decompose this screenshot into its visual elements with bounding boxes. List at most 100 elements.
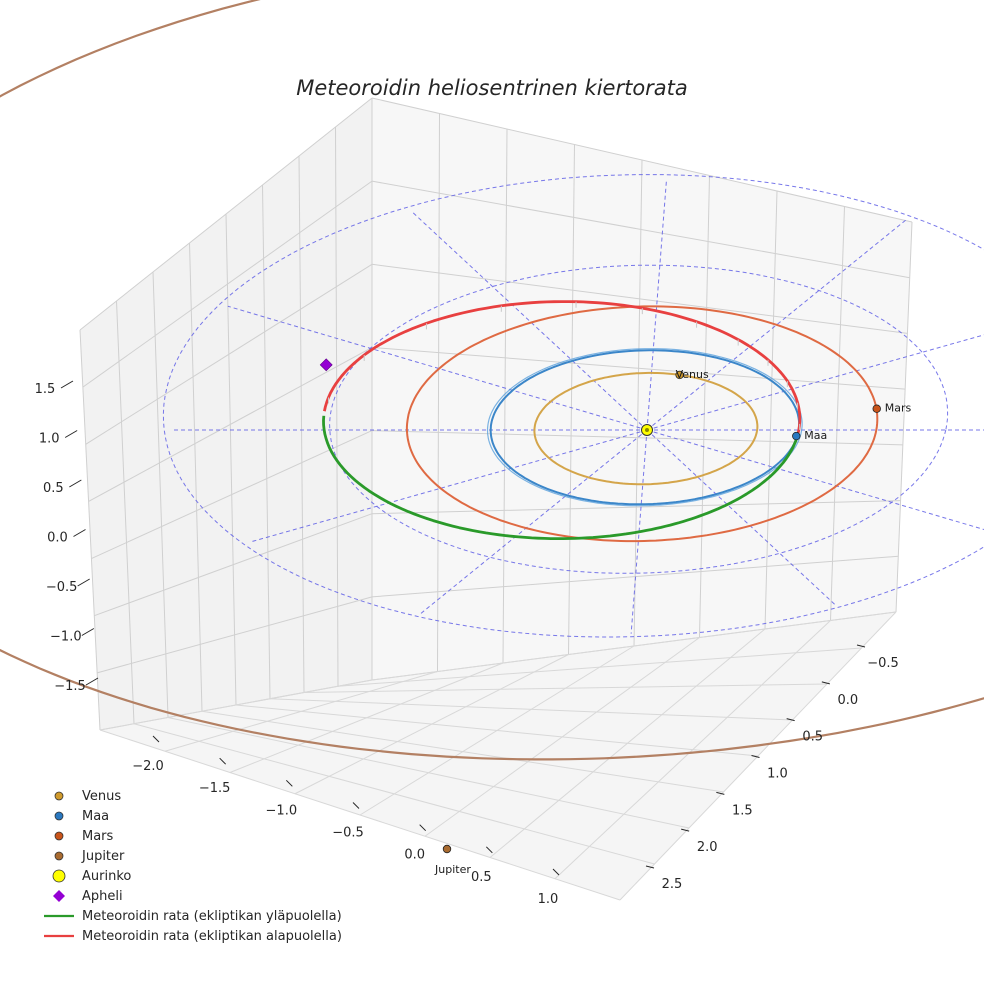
z-tick-label: −0.5 — [46, 580, 78, 595]
z-tick-mark — [81, 628, 95, 636]
gridline — [568, 144, 575, 655]
y-tick-label: 2.5 — [662, 877, 683, 892]
legend-marker — [40, 886, 78, 906]
y-tick-label: 1.5 — [732, 803, 753, 818]
legend-marker — [40, 846, 78, 866]
z-tick-label: 0.5 — [43, 481, 64, 496]
chart-title: Meteoroidin heliosentrinen kiertorata — [296, 76, 688, 100]
z-tick-mark — [73, 529, 86, 537]
legend-item: Jupiter — [40, 846, 342, 866]
z-tick-label: 0.0 — [47, 531, 68, 546]
gridline — [262, 184, 271, 699]
x-tick-mark — [285, 779, 293, 787]
x-tick-mark — [419, 824, 427, 832]
planet-maa — [792, 431, 801, 441]
gridline — [298, 155, 305, 693]
y-tick-label: −0.5 — [867, 656, 899, 671]
meteoroid-above-ecliptic — [322, 415, 799, 540]
x-tick-label: −0.5 — [332, 826, 364, 841]
z-tick-mark — [60, 380, 74, 389]
orbit-mars — [405, 305, 879, 543]
z-tick-mark — [77, 578, 90, 587]
legend: Venus Maa Mars Jupiter Aurinko Apheli Meteoroi… — [40, 786, 342, 946]
gridline — [164, 671, 438, 752]
ecliptic-spoke — [646, 334, 984, 431]
y-tick-label: 0.5 — [802, 730, 823, 745]
gridline — [359, 645, 635, 816]
orbit-maa — [489, 349, 801, 506]
gridline — [116, 300, 135, 724]
legend-marker — [40, 806, 78, 826]
planet-mars — [872, 404, 881, 413]
legend-item: Apheli — [40, 886, 342, 906]
gridline — [79, 329, 101, 731]
gridline — [830, 206, 845, 621]
y-tick-mark — [821, 681, 830, 685]
y-tick-mark — [751, 755, 760, 758]
gridline — [699, 175, 710, 638]
y-tick-label: 0.0 — [837, 693, 858, 708]
gridline — [229, 662, 504, 773]
x-tick-mark — [219, 757, 227, 765]
legend-label: Aurinko — [82, 868, 132, 884]
legend-item: Meteoroidin rata (ekliptikan yläpuolella… — [40, 906, 342, 926]
gridline — [633, 159, 643, 647]
legend-item: Mars — [40, 826, 342, 846]
floor-pane — [100, 612, 896, 900]
gridline — [764, 190, 778, 630]
sun-core — [645, 428, 649, 432]
y-tick-label: 2.0 — [697, 840, 718, 855]
z-tick-label: −1.0 — [50, 630, 82, 645]
back-left-pane — [80, 98, 372, 730]
y-tick-mark — [645, 865, 655, 869]
orbit-jupiter — [0, 0, 984, 761]
planet-orbits — [0, 0, 984, 761]
ecliptic-spoke — [646, 429, 984, 531]
ecliptic-spoke — [411, 210, 648, 431]
y-tick-mark — [681, 828, 690, 832]
gridline — [152, 271, 169, 718]
axis-ticks: −2.0 −1.5 −1.0 −0.5 0.0 0.5 1.0 −0.5 0.0 0.5 1.0 1.… — [35, 380, 899, 907]
y-tick-mark — [856, 644, 866, 648]
legend-label: Meteoroidin rata (ekliptikan alapuolella… — [82, 928, 342, 944]
y-tick-mark — [716, 791, 725, 795]
x-tick-label: −1.5 — [199, 781, 231, 796]
gridline — [225, 213, 237, 706]
ecliptic-spoke — [227, 305, 648, 431]
x-tick-mark — [552, 868, 560, 876]
planet-venus — [675, 370, 684, 380]
gridline — [294, 654, 569, 795]
x-tick-label: 1.0 — [538, 892, 559, 907]
gridline — [424, 637, 700, 837]
x-tick-label: 0.0 — [404, 848, 425, 863]
ecliptic-spoke — [249, 429, 648, 543]
z-tick-label: 1.5 — [35, 382, 56, 397]
orbit-venus — [533, 371, 759, 486]
z-tick-mark — [85, 677, 99, 686]
meteoroid-below-ecliptic — [323, 300, 802, 437]
aphelion-marker — [319, 358, 333, 372]
gridline — [189, 242, 203, 712]
gridline — [489, 628, 766, 858]
ecliptic-grid — [162, 174, 984, 638]
ecliptic-spoke — [646, 429, 836, 606]
legend-label: Apheli — [82, 888, 123, 904]
planet-jupiter — [442, 844, 452, 854]
label-jupiter: Jupiter — [434, 863, 471, 876]
z-tick-label: 1.0 — [39, 432, 60, 447]
x-tick-label: 0.5 — [471, 870, 492, 885]
legend-label: Jupiter — [82, 848, 125, 864]
legend-marker — [40, 826, 78, 846]
gridline — [554, 620, 831, 880]
z-tick-label: −1.5 — [54, 679, 86, 694]
ecliptic-ring — [329, 264, 949, 574]
legend-item: Meteoroidin rata (ekliptikan alapuolella… — [40, 926, 342, 946]
ecliptic-spoke — [630, 429, 648, 634]
z-tick-mark — [64, 430, 78, 438]
x-tick-mark — [352, 802, 360, 809]
legend-label: Mars — [82, 828, 114, 844]
gridline — [437, 113, 440, 672]
y-tick-mark — [786, 718, 795, 722]
ecliptic-ring — [162, 174, 984, 638]
